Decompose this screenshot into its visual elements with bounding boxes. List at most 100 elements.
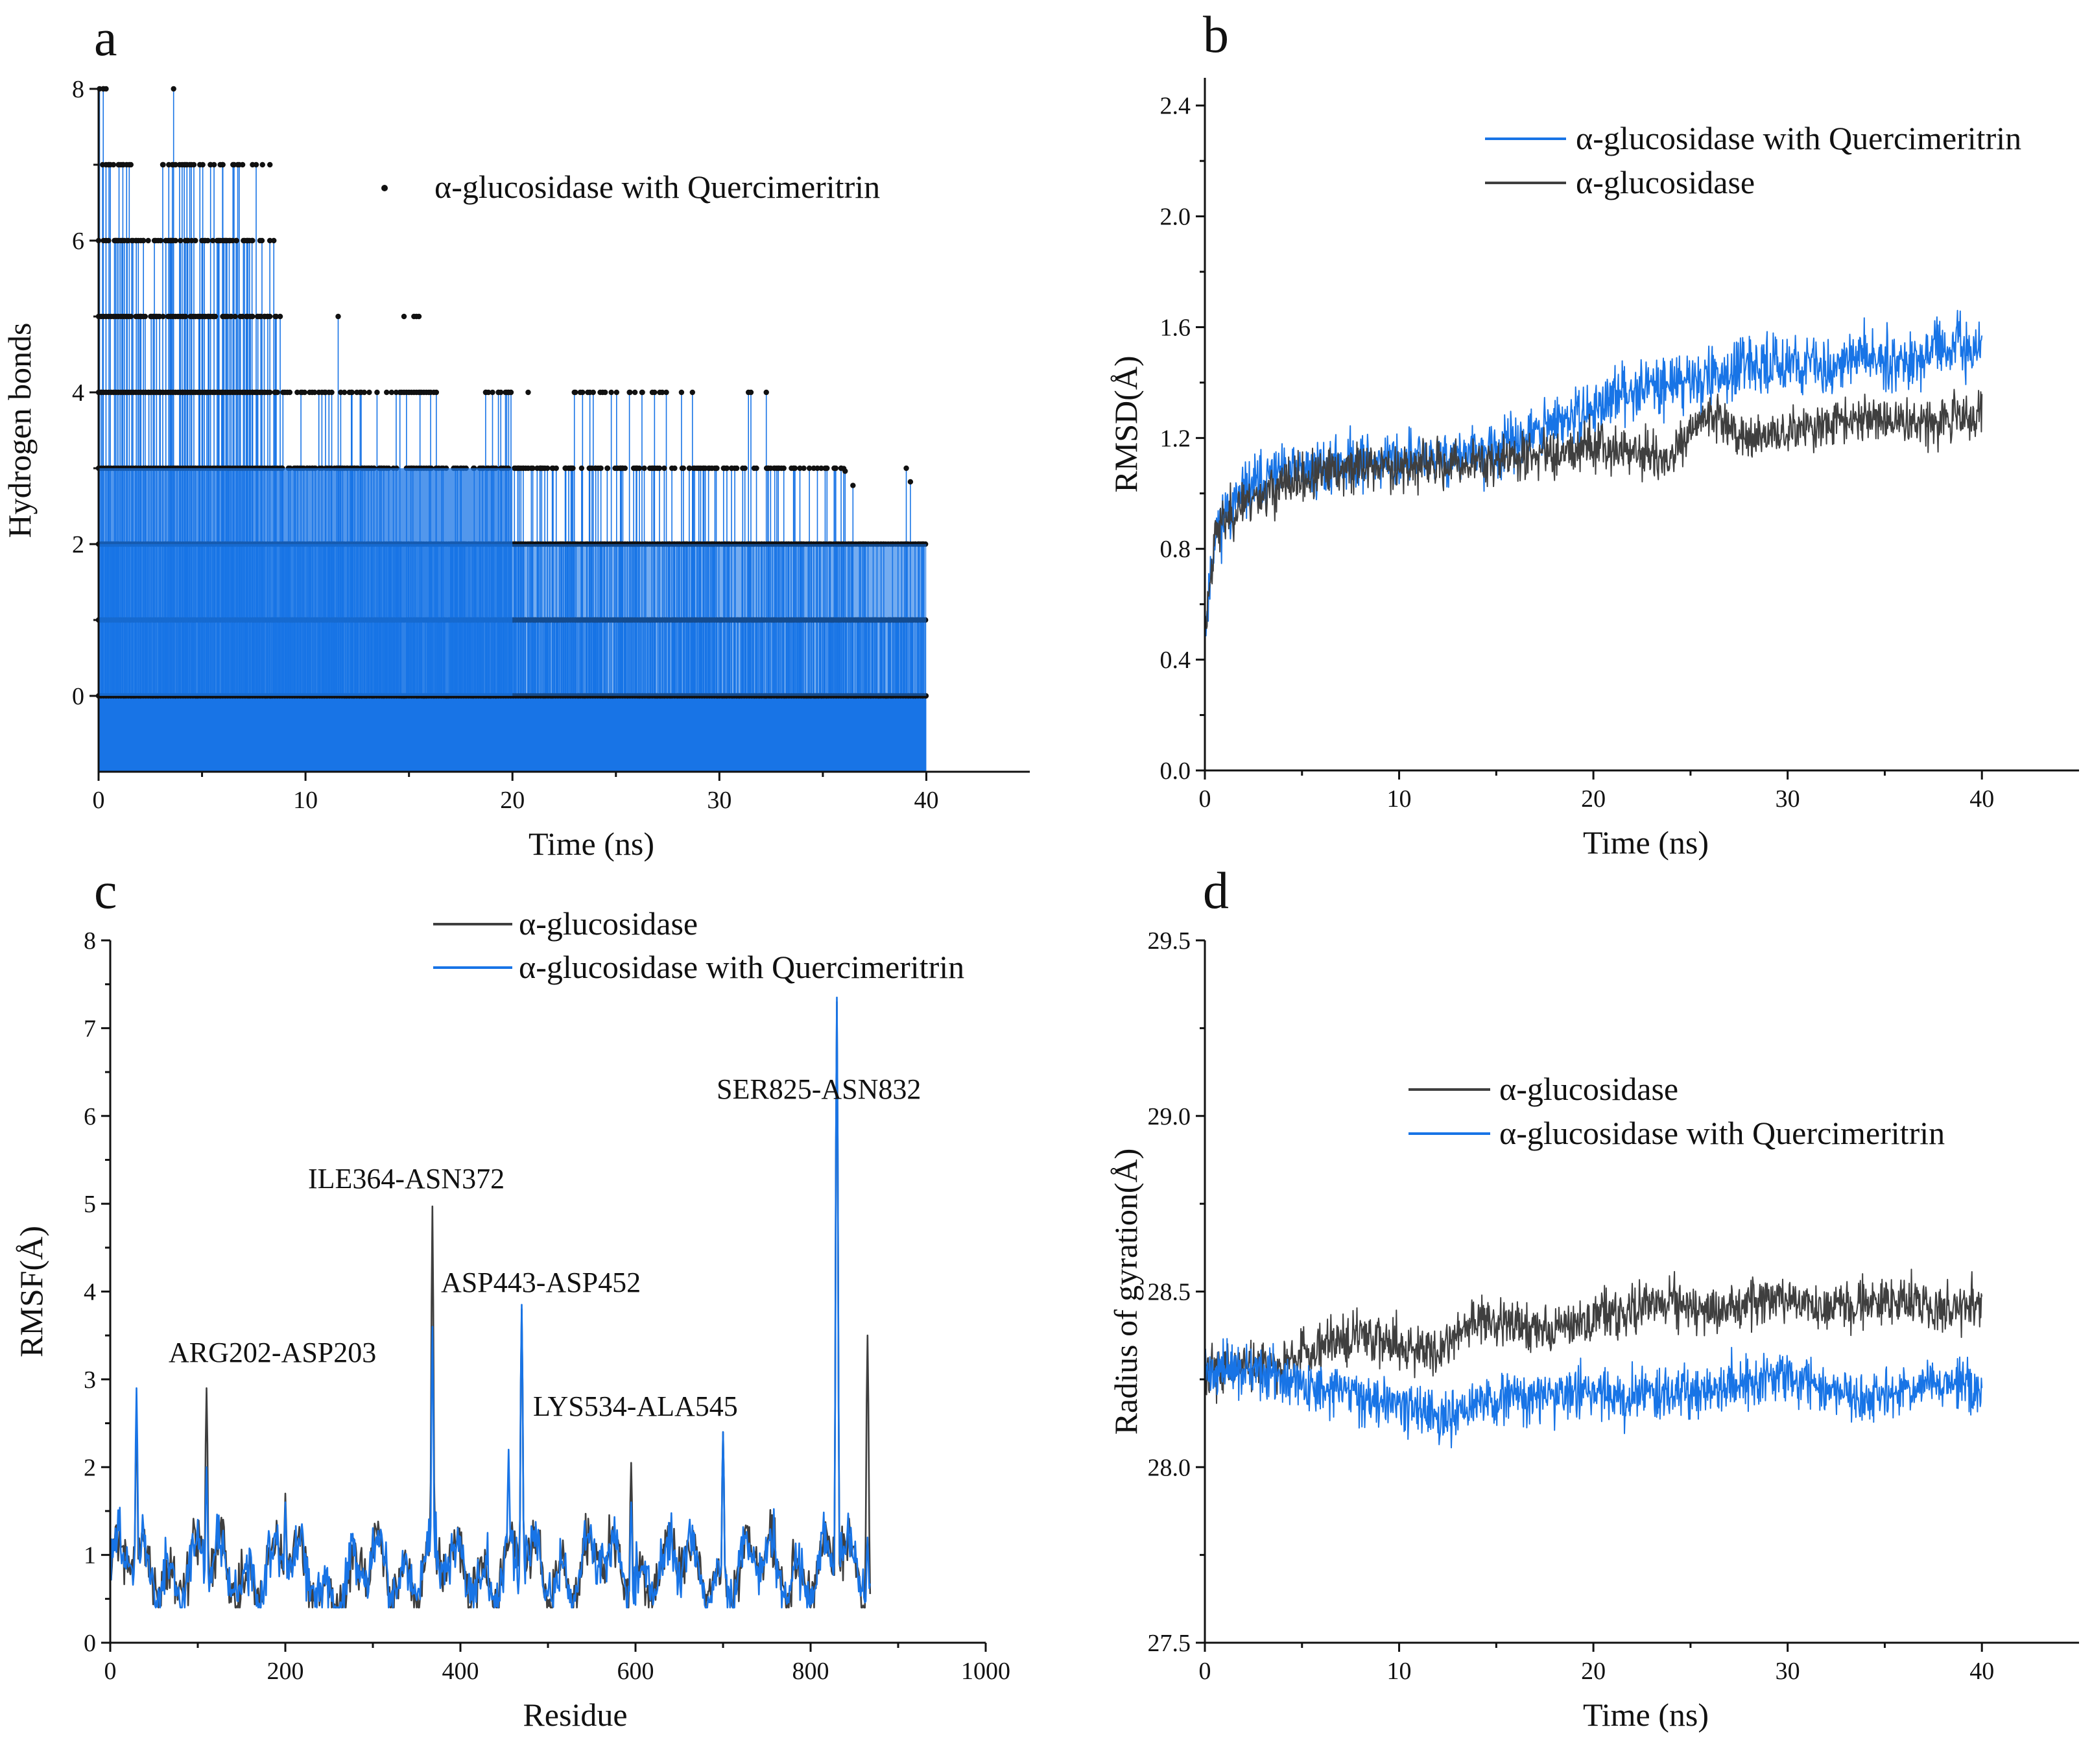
y-tick-label: 0.0 xyxy=(1160,757,1191,785)
hbond-point xyxy=(182,161,189,168)
hbond-point xyxy=(590,389,596,396)
hbond-point xyxy=(125,237,132,244)
hbond-point xyxy=(244,313,250,320)
y-tick-label: 2.0 xyxy=(1160,204,1191,231)
annotation-label: ARG202-ASP203 xyxy=(169,1337,376,1368)
rmsf-complex-line xyxy=(110,996,872,1609)
hbond-point xyxy=(562,465,569,471)
hbond-point xyxy=(515,465,521,471)
hbond-point xyxy=(302,389,308,396)
hbond-point xyxy=(217,161,223,168)
hbond-point xyxy=(222,313,228,320)
hbond-point xyxy=(672,465,678,471)
hbond-point xyxy=(250,313,256,320)
hbond-point xyxy=(160,313,166,320)
hbond-point xyxy=(388,389,395,396)
hbond-point xyxy=(257,313,263,320)
hbond-point xyxy=(641,465,647,471)
hbond-point xyxy=(654,465,660,471)
hbond-point xyxy=(128,313,134,320)
x-axis-title: Time (ns) xyxy=(1583,1697,1709,1733)
hbond-point xyxy=(208,161,213,168)
hbond-point xyxy=(416,313,422,320)
hbond-point xyxy=(230,237,235,244)
rg-complex-line xyxy=(1204,1338,1983,1449)
hbond-point xyxy=(401,313,407,320)
hbond-point xyxy=(495,389,501,396)
hbond-point xyxy=(133,237,139,244)
hbond-point xyxy=(158,237,163,244)
y-axis-title: RMSF(Å) xyxy=(13,1226,49,1357)
hbond-point xyxy=(212,313,219,320)
hbond-point xyxy=(335,313,341,320)
hbond-point xyxy=(110,161,117,168)
hbond-point xyxy=(121,161,126,168)
hbond-point xyxy=(592,465,599,471)
y-tick-label: 3 xyxy=(84,1366,96,1394)
x-tick-label: 20 xyxy=(1581,1658,1606,1685)
y-tick-label: 0.8 xyxy=(1160,536,1191,563)
x-axis-title: Time (ns) xyxy=(529,826,654,862)
hbond-point xyxy=(709,465,715,471)
rmsd-apo-line xyxy=(1204,388,1983,638)
rg-apo-line xyxy=(1204,1269,1983,1404)
hbond-point xyxy=(311,389,318,396)
hbond-point xyxy=(384,389,390,396)
hbond-point xyxy=(540,465,546,471)
hbond-point xyxy=(133,313,139,320)
legend-marker xyxy=(381,185,388,191)
x-tick-label: 10 xyxy=(293,787,318,814)
hbond-point xyxy=(751,465,757,471)
y-tick-label: 8 xyxy=(72,76,84,103)
hbond-point xyxy=(155,313,161,320)
x-tick-label: 1000 xyxy=(961,1658,1010,1685)
hbond-point xyxy=(903,465,909,471)
x-tick-label: 30 xyxy=(1776,1658,1800,1685)
hbond-point xyxy=(250,161,256,168)
legend-label: α-glucosidase with Quercimeritrin xyxy=(1499,1115,1945,1151)
hbond-point xyxy=(115,237,121,244)
x-tick-label: 10 xyxy=(1387,1658,1412,1685)
hbond-point xyxy=(193,237,198,244)
x-axis-title: Residue xyxy=(523,1697,627,1733)
hbond-point xyxy=(393,389,399,396)
hbond-point xyxy=(277,313,283,320)
hbond-point xyxy=(694,465,700,471)
hbond-point xyxy=(801,465,807,471)
x-tick-label: 0 xyxy=(93,787,105,814)
y-tick-label: 0.4 xyxy=(1160,647,1191,674)
hbond-point xyxy=(267,389,273,396)
hbond-point xyxy=(733,465,740,471)
hbond-point xyxy=(273,313,279,320)
hbond-point xyxy=(789,465,794,471)
x-tick-label: 20 xyxy=(500,787,525,814)
hbond-point xyxy=(577,389,584,396)
hbond-point xyxy=(627,389,633,396)
hbond-point xyxy=(622,465,628,471)
x-tick-label: 0 xyxy=(1199,1658,1211,1685)
hbond-point xyxy=(232,313,238,320)
hbond-point xyxy=(140,313,147,320)
x-tick-label: 40 xyxy=(1969,785,1994,813)
x-tick-label: 200 xyxy=(267,1658,304,1685)
rmsd-complex-line xyxy=(1204,309,1983,658)
x-tick-label: 600 xyxy=(617,1658,654,1685)
x-tick-label: 0 xyxy=(1199,785,1211,813)
hbond-point xyxy=(239,313,246,320)
hbond-point xyxy=(811,465,817,471)
legend-label: α-glucosidase xyxy=(1576,164,1755,200)
hbond-point xyxy=(797,465,803,471)
hbond-point xyxy=(833,465,839,471)
y-tick-label: 29.5 xyxy=(1148,927,1191,955)
hbond-point xyxy=(222,237,228,244)
hbond-point xyxy=(128,161,134,168)
legend-label: α-glucosidase with Quercimeritrin xyxy=(1576,120,2021,156)
hbond-point xyxy=(200,161,206,168)
y-tick-label: 4 xyxy=(72,379,84,407)
panel-c: 0 200 400 600 800 1000 0 1 2 3 4 5 6 7 8 Residue RMSF(Å)… xyxy=(13,863,1010,1733)
hbond-point xyxy=(838,465,844,471)
hbond-point xyxy=(103,86,109,92)
hbond-point xyxy=(763,465,770,471)
y-tick-label: 6 xyxy=(84,1103,96,1130)
y-tick-label: 28.0 xyxy=(1148,1454,1191,1481)
